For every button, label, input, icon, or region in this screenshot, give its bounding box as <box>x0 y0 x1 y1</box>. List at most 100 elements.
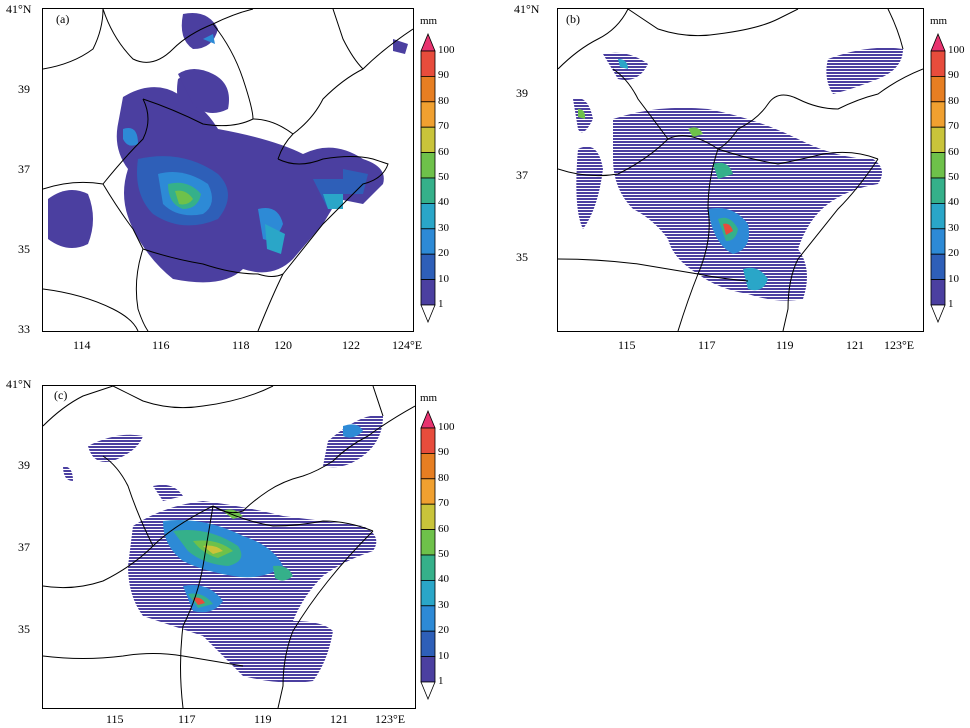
precip-field-a <box>48 13 408 283</box>
colorbar-swatch <box>420 279 436 306</box>
colorbar-level-label: 70 <box>948 120 959 133</box>
colorbar-swatch <box>420 630 436 657</box>
colorbar-swatch <box>930 126 946 153</box>
colorbar-unit: mm <box>420 15 438 27</box>
colorbar-level-label: 1 <box>438 675 444 687</box>
colorbar-level-label: 60 <box>948 145 959 158</box>
colorbar-swatch <box>420 177 436 204</box>
colorbar-level-label: 90 <box>948 69 959 82</box>
colorbar-swatch <box>420 656 436 683</box>
lon-tick: 123°E <box>884 338 915 352</box>
lat-tick: 35 <box>516 250 528 264</box>
colorbar-c: mm 100 90 80 70 60 50 40 30 20 10 1 <box>420 392 460 700</box>
colorbar-level-label: 20 <box>438 247 449 260</box>
colorbar-swatch <box>420 50 436 77</box>
lon-tick: 115 <box>106 712 124 726</box>
colorbar-level-label: 30 <box>438 221 449 234</box>
lat-tick: 35 <box>18 622 30 636</box>
colorbar-level-label: 100 <box>438 421 455 433</box>
colorbar-level-label: 100 <box>438 44 455 56</box>
colorbar-level-label: 1 <box>438 298 444 310</box>
colorbar-swatch <box>930 228 946 255</box>
colorbar-level-label: 70 <box>438 120 449 133</box>
colorbar-swatch <box>420 503 436 530</box>
colorbar-a: mm 100 90 80 70 60 50 40 30 20 10 1 <box>420 15 460 323</box>
colorbar-level-label: 60 <box>438 145 449 158</box>
lat-tick: 33 <box>18 322 30 336</box>
colorbar-level-label: 50 <box>438 548 449 560</box>
panel-label-c: (c) <box>54 388 68 402</box>
lon-tick: 121 <box>330 712 348 726</box>
lon-tick: 117 <box>178 712 196 726</box>
colorbar-swatch <box>420 76 436 103</box>
colorbar-swatch <box>420 253 436 280</box>
lon-tick: 123°E <box>375 712 406 726</box>
lat-tick: 37 <box>18 162 30 176</box>
colorbar-bottom-arrow <box>420 681 436 700</box>
lon-tick: 119 <box>254 712 272 726</box>
colorbar-level-label: 50 <box>948 171 959 183</box>
colorbar-level-label: 80 <box>438 94 449 107</box>
colorbar-level-label: 10 <box>948 272 959 285</box>
lon-tick: 114 <box>73 338 91 352</box>
lon-tick: 116 <box>152 338 170 352</box>
colorbar-level-label: 70 <box>438 497 449 510</box>
colorbar-swatch <box>420 427 436 454</box>
colorbar-level-label: 1 <box>948 298 954 310</box>
lon-tick: 119 <box>776 338 794 352</box>
colorbar-level-label: 30 <box>948 221 959 234</box>
lon-tick: 121 <box>846 338 864 352</box>
colorbar-level-label: 10 <box>438 649 449 662</box>
map-c <box>42 385 416 709</box>
lat-tick: 41°N <box>6 377 32 391</box>
colorbar-top-arrow <box>420 33 436 52</box>
colorbar-level-label: 40 <box>948 196 959 209</box>
colorbar-swatch <box>420 126 436 153</box>
colorbar-bottom-arrow <box>420 304 436 323</box>
colorbar-level-label: 10 <box>438 272 449 285</box>
colorbar-level-label: 90 <box>438 69 449 82</box>
colorbar-swatch <box>420 101 436 128</box>
map-a <box>42 8 414 332</box>
map-b <box>557 8 924 332</box>
lat-tick: 39 <box>18 458 30 472</box>
lat-tick: 41°N <box>6 2 32 16</box>
boundaries-b <box>558 9 923 331</box>
lat-tick: 39 <box>516 86 528 100</box>
lat-tick: 35 <box>18 242 30 256</box>
lat-tick: 39 <box>18 82 30 96</box>
colorbar-level-label: 60 <box>438 522 449 535</box>
colorbar-swatch <box>930 50 946 77</box>
colorbar-swatch <box>420 554 436 581</box>
lat-tick: 41°N <box>514 2 540 16</box>
panel-label-b: (b) <box>566 12 580 26</box>
lat-tick: 37 <box>516 168 528 182</box>
colorbar-swatch <box>930 177 946 204</box>
colorbar-swatch <box>420 529 436 556</box>
colorbar-swatch <box>420 202 436 230</box>
colorbar-unit: mm <box>930 15 948 27</box>
colorbar-level-label: 20 <box>948 247 959 260</box>
colorbar-swatch <box>420 478 436 505</box>
colorbar-swatch <box>930 253 946 280</box>
colorbar-level-label: 30 <box>438 598 449 611</box>
colorbar-bottom-arrow <box>930 304 946 323</box>
lon-tick: 122 <box>342 338 360 352</box>
colorbar-swatch <box>420 605 436 632</box>
colorbar-swatch <box>420 579 436 607</box>
colorbar-level-label: 90 <box>438 446 449 459</box>
colorbar-level-label: 80 <box>948 94 959 107</box>
colorbar-level-label: 100 <box>948 44 965 56</box>
panel-label-a: (a) <box>56 12 70 26</box>
lon-tick: 118 <box>232 338 250 352</box>
colorbar-swatch <box>930 279 946 306</box>
lon-tick: 117 <box>698 338 716 352</box>
colorbar-top-arrow <box>930 33 946 52</box>
colorbar-top-arrow <box>420 410 436 429</box>
colorbar-level-label: 20 <box>438 624 449 637</box>
colorbar-unit: mm <box>420 392 438 404</box>
colorbar-level-label: 40 <box>438 573 449 586</box>
precip-field-c <box>63 415 383 683</box>
boundaries-a <box>43 9 413 331</box>
boundaries-c <box>43 386 415 708</box>
